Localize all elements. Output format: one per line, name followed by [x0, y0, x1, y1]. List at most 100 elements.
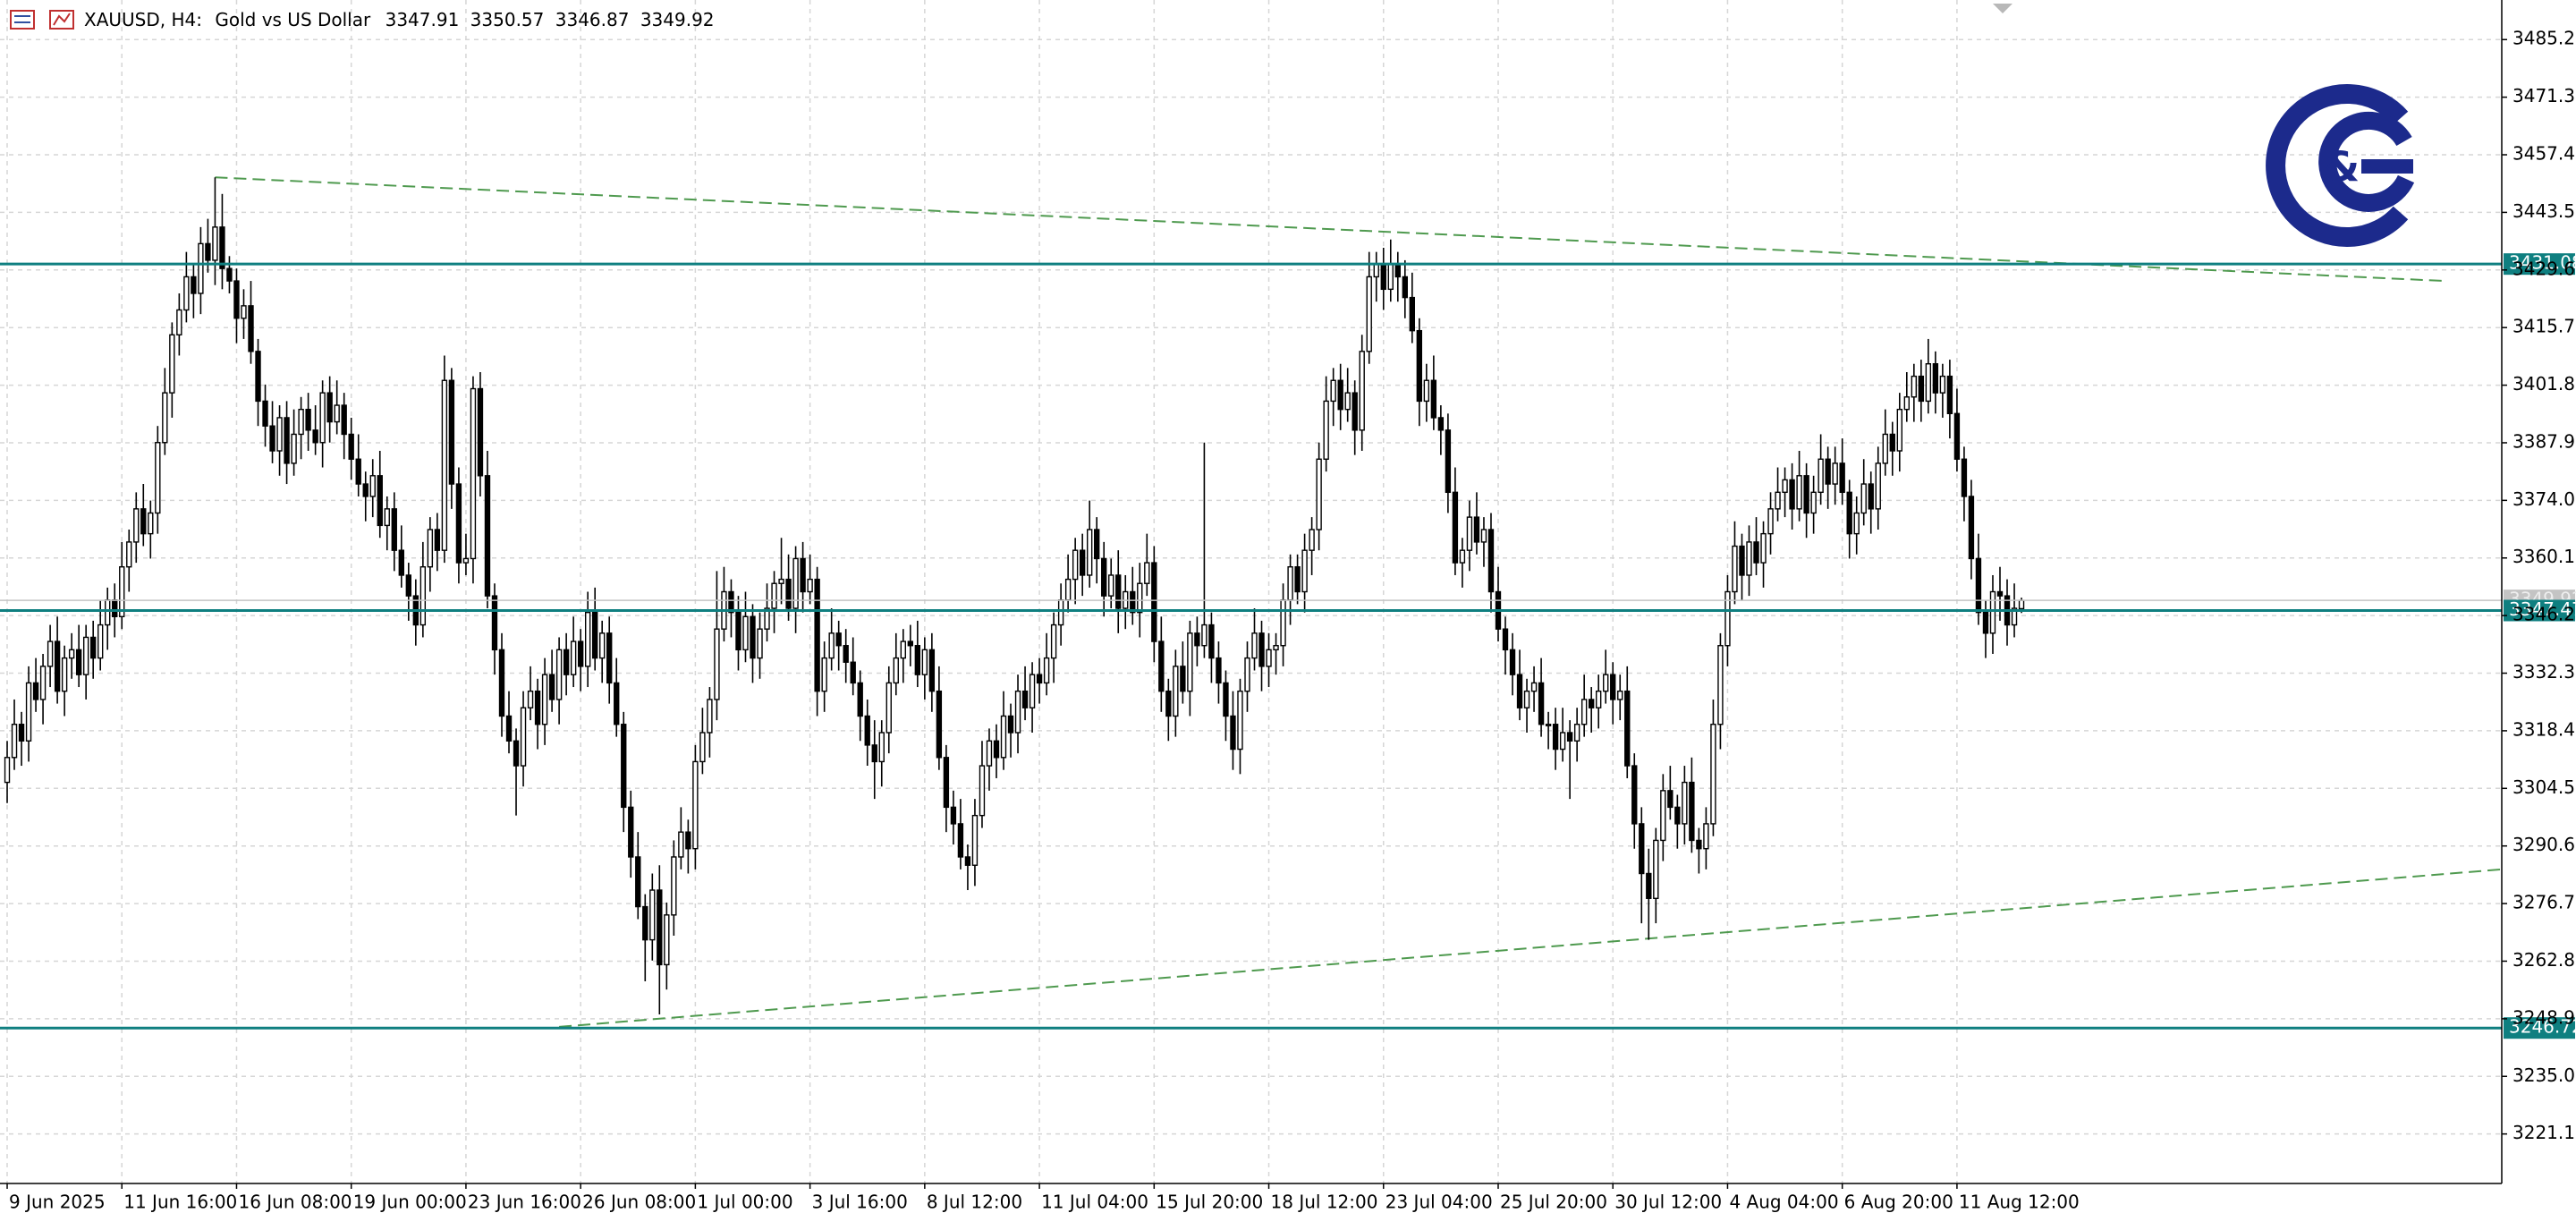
candle-body	[1316, 458, 1322, 530]
candle-body	[699, 732, 706, 763]
x-tick-label: 1 Jul 00:00	[697, 1192, 792, 1213]
candle-body	[957, 823, 964, 858]
candle-body	[577, 640, 584, 667]
candle-body	[1387, 263, 1394, 291]
candle-body	[1258, 632, 1265, 667]
description: Gold vs US Dollar	[215, 9, 371, 30]
candle-body	[248, 305, 254, 352]
candle-body	[1882, 433, 1888, 464]
candle-body	[1803, 475, 1809, 514]
y-tick-label: 3221.15	[2512, 1122, 2576, 1143]
candle-body	[148, 512, 154, 535]
candle-body	[950, 806, 957, 825]
candle-body	[1480, 529, 1487, 543]
candle-body	[649, 889, 656, 941]
candle-body	[1187, 632, 1193, 692]
candle-body	[1409, 296, 1416, 332]
candle-body	[1789, 479, 1795, 510]
candle-body	[25, 682, 32, 742]
y-tick-label: 3485.25	[2512, 28, 2576, 49]
candle-body	[1380, 263, 1386, 291]
y-tick-label: 3429.65	[2512, 258, 2576, 279]
candle-body	[857, 682, 863, 717]
candle-body	[1352, 392, 1358, 431]
candle-body	[864, 715, 870, 746]
candle-body	[664, 914, 670, 966]
candle-body	[1775, 491, 1781, 510]
candle-body	[900, 640, 906, 659]
candle-body	[1580, 699, 1588, 725]
x-tick-label: 4 Aug 04:00	[1729, 1192, 1838, 1213]
candle-body	[1860, 483, 1867, 514]
candle-body	[1552, 724, 1559, 751]
candle-body	[369, 475, 376, 497]
candle-body	[1516, 674, 1523, 708]
x-tick-label: 6 Aug 20:00	[1844, 1192, 1953, 1213]
candle-body	[1724, 590, 1731, 647]
candle-body	[1968, 496, 1975, 560]
candle-body	[993, 740, 1000, 759]
candle-body	[750, 615, 756, 659]
candle-body	[1180, 666, 1186, 692]
x-tick-label: 3 Jul 16:00	[812, 1192, 908, 1213]
candle-body	[1344, 392, 1351, 411]
y-tick-label: 3276.75	[2512, 892, 2576, 913]
candle-body	[814, 578, 820, 692]
candle-body	[1394, 263, 1401, 278]
candle-body	[1710, 724, 1716, 825]
candle-body	[1660, 790, 1666, 842]
logo-ampersand: &	[2324, 143, 2360, 191]
candle-body	[914, 645, 921, 675]
x-tick-label: 23 Jun 16:00	[468, 1192, 581, 1213]
candle-body	[1989, 590, 1996, 634]
candle-body	[198, 242, 204, 294]
candle-body	[498, 649, 505, 717]
candle-body	[541, 674, 548, 725]
candle-body	[434, 529, 441, 551]
candle-body	[183, 276, 190, 311]
y-tick-label: 3332.35	[2512, 661, 2576, 683]
candle-body	[936, 690, 943, 759]
x-tick-label: 25 Jul 20:00	[1500, 1192, 1607, 1213]
candle-body	[1509, 649, 1516, 675]
last-close: 3349.92	[640, 9, 715, 30]
candle-body	[2018, 599, 2025, 610]
last-open: 3347.91	[386, 9, 460, 30]
candle-body	[1251, 632, 1258, 659]
candle-body	[1573, 724, 1580, 742]
candle-body	[155, 442, 161, 514]
candle-body	[1237, 690, 1243, 751]
candle-body	[1050, 623, 1057, 659]
candle-body	[1487, 529, 1495, 593]
candle-body	[1416, 329, 1423, 403]
candle-body	[1043, 657, 1050, 684]
level-label-box	[2504, 599, 2575, 622]
candle-body	[1653, 839, 1659, 899]
candle-body	[1373, 263, 1379, 278]
candle-body	[792, 557, 799, 609]
candle-body	[1473, 516, 1480, 543]
icon-list	[10, 10, 35, 30]
candle-body	[835, 632, 842, 647]
candle-body	[355, 458, 361, 485]
candle-body	[1975, 557, 1982, 614]
candle-body	[1753, 541, 1759, 564]
candle-body	[169, 334, 175, 394]
icon-chart	[53, 13, 71, 26]
candle-body	[284, 417, 290, 464]
candle-body	[1746, 541, 1752, 576]
y-tick-label: 3360.15	[2512, 546, 2576, 567]
candle-body	[714, 628, 720, 700]
candle-body	[1982, 611, 1989, 634]
candle-body	[212, 226, 218, 261]
x-tick-label: 8 Jul 12:00	[927, 1192, 1022, 1213]
candle-body	[140, 508, 147, 535]
candle-body	[1530, 682, 1538, 692]
y-tick-label: 3262.85	[2512, 949, 2576, 971]
candle-body	[1359, 351, 1365, 431]
candle-body	[1301, 549, 1308, 593]
candle-body	[462, 557, 470, 564]
candle-body	[1158, 640, 1165, 692]
